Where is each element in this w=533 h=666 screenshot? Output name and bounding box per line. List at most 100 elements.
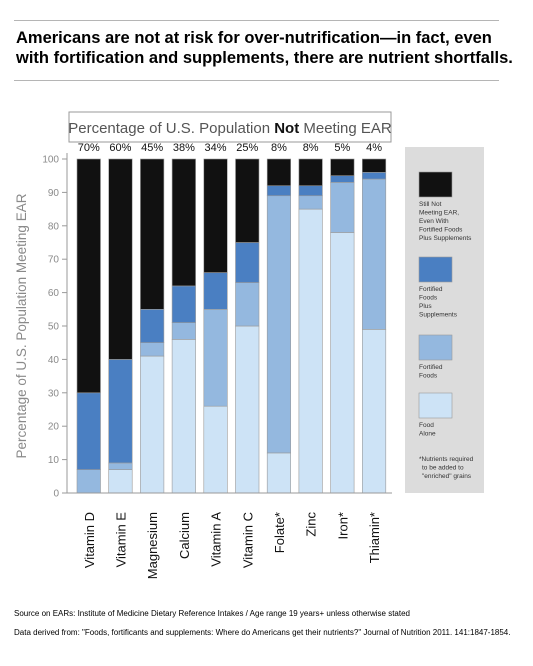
- headline-line-1: Americans are not at risk for over-nutri…: [16, 29, 492, 47]
- bar-segment-fortified_foods: [235, 282, 260, 327]
- category-label: Vitamin D: [82, 512, 97, 568]
- bar-segment-food_alone: [235, 325, 260, 494]
- bar-segment-fortified_foods: [171, 322, 196, 340]
- category-label: Calcium: [177, 512, 192, 559]
- category-label: Vitamin C: [240, 512, 255, 568]
- bar-segment-food_alone: [203, 405, 228, 494]
- y-tick-label: 40: [48, 355, 60, 366]
- legend-label: Fortified Foods: [419, 227, 463, 234]
- bar-segment-food_alone: [266, 452, 292, 494]
- legend-label: Fortified: [419, 364, 443, 371]
- bar-segment-still_not_meeting: [298, 158, 323, 187]
- bar-segment-fortified_plus_supplements: [140, 309, 165, 344]
- bar-segment-fortified_foods: [361, 178, 387, 330]
- y-tick-label: 50: [48, 322, 60, 333]
- not-meeting-label: 8%: [271, 142, 287, 154]
- legend-label: Foods: [419, 295, 438, 302]
- legend-footnote: *Nutrients required: [419, 456, 474, 463]
- bar-segment-fortified_foods: [266, 195, 292, 454]
- y-tick-label: 0: [53, 489, 59, 500]
- not-meeting-label: 45%: [141, 142, 163, 154]
- bar-segment-fortified_foods: [76, 469, 101, 494]
- y-axis-label: Percentage of U.S. Population Meeting EA…: [14, 193, 29, 458]
- bar-segment-still_not_meeting: [330, 158, 355, 177]
- data-footnote: Data derived from: "Foods, fortificants …: [14, 628, 511, 637]
- stacked-bar-chart: Percentage of U.S. Population Not Meetin…: [14, 111, 484, 579]
- legend-swatch-still_not_meeting: [418, 171, 453, 198]
- chart-title-box: [68, 111, 392, 143]
- not-meeting-label: 25%: [236, 142, 258, 154]
- y-tick-label: 10: [48, 455, 60, 466]
- y-tick-label: 80: [48, 221, 60, 232]
- category-label: Iron*: [335, 512, 350, 539]
- legend-label: Still Not: [419, 201, 442, 208]
- legend-background: [405, 147, 484, 493]
- chart-title: Percentage of U.S. Population Not Meetin…: [68, 120, 392, 137]
- category-label: Zinc: [304, 512, 319, 537]
- bar-segment-fortified_plus_supplements: [298, 185, 323, 197]
- legend-label: Even With: [419, 218, 449, 225]
- category-label: Folate*: [272, 512, 287, 553]
- bar-segment-still_not_meeting: [361, 158, 387, 173]
- category-label: Vitamin E: [113, 512, 128, 568]
- chart-title-part: Percentage of U.S. Population: [68, 120, 274, 137]
- bar-segment-food_alone: [140, 355, 165, 494]
- not-meeting-label: 38%: [173, 142, 195, 154]
- legend-swatch-fortified_plus_supplements: [418, 256, 453, 283]
- bar-segment-fortified_foods: [108, 462, 133, 470]
- bar-segment-still_not_meeting: [203, 158, 228, 273]
- bar-segment-still_not_meeting: [76, 158, 101, 394]
- bar-segment-fortified_plus_supplements: [361, 172, 387, 180]
- chart-title-part: Meeting EAR: [299, 120, 392, 137]
- bar-segment-food_alone: [298, 208, 323, 494]
- bar-segment-fortified_foods: [330, 182, 355, 233]
- bar-segment-fortified_foods: [140, 342, 165, 357]
- legend-swatch-fortified_foods: [418, 334, 453, 361]
- not-meeting-label: 34%: [205, 142, 227, 154]
- legend-label: Alone: [419, 431, 436, 438]
- headline-rule: [14, 80, 499, 81]
- legend-label: Foods: [419, 373, 438, 380]
- y-tick-label: 100: [42, 155, 59, 166]
- y-tick-label: 60: [48, 288, 60, 299]
- bar-segment-still_not_meeting: [140, 158, 165, 310]
- bar-segment-fortified_foods: [298, 195, 323, 210]
- legend-swatch-food_alone: [418, 392, 453, 419]
- legend-footnote: "enriched" grains: [422, 473, 472, 480]
- bar-segment-food_alone: [108, 469, 133, 494]
- bar-segment-still_not_meeting: [235, 158, 260, 243]
- y-tick-label: 30: [48, 388, 60, 399]
- legend-label: Meeting EAR,: [419, 210, 459, 217]
- bar-segment-fortified_foods: [203, 309, 228, 407]
- y-tick-label: 70: [48, 255, 60, 266]
- legend-label: Plus: [419, 303, 432, 310]
- bar-segment-fortified_plus_supplements: [76, 392, 101, 470]
- not-meeting-label: 5%: [334, 142, 350, 154]
- not-meeting-label: 4%: [366, 142, 382, 154]
- headline-line-2: with fortification and supplements, ther…: [16, 49, 513, 67]
- bar-segment-fortified_plus_supplements: [108, 359, 133, 464]
- bar-segment-fortified_plus_supplements: [235, 242, 260, 283]
- category-label: Vitamin A: [209, 512, 224, 567]
- not-meeting-label: 60%: [109, 142, 131, 154]
- bar-segment-fortified_plus_supplements: [266, 185, 292, 197]
- bar-segment-still_not_meeting: [266, 158, 292, 187]
- bar-segment-food_alone: [171, 339, 196, 494]
- legend-label: Fortified: [419, 286, 443, 293]
- y-tick-label: 20: [48, 422, 60, 433]
- y-tick-label: 90: [48, 188, 60, 199]
- bar-segment-still_not_meeting: [108, 158, 133, 360]
- bar-segment-fortified_plus_supplements: [330, 175, 355, 183]
- headline: Americans are not at risk for over-nutri…: [16, 28, 516, 68]
- top-rule: [14, 20, 499, 21]
- legend-label: Supplements: [419, 312, 458, 319]
- bar-segment-food_alone: [361, 329, 387, 494]
- category-label: Magnesium: [145, 512, 160, 579]
- not-meeting-label: 70%: [78, 142, 100, 154]
- bar-segment-food_alone: [330, 232, 355, 494]
- source-footnote: Source on EARs: Institute of Medicine Di…: [14, 609, 410, 618]
- legend-label: Food: [419, 422, 434, 429]
- chart-title-part: Not: [274, 120, 299, 137]
- bar-segment-still_not_meeting: [171, 158, 196, 287]
- bar-segment-fortified_plus_supplements: [203, 272, 228, 310]
